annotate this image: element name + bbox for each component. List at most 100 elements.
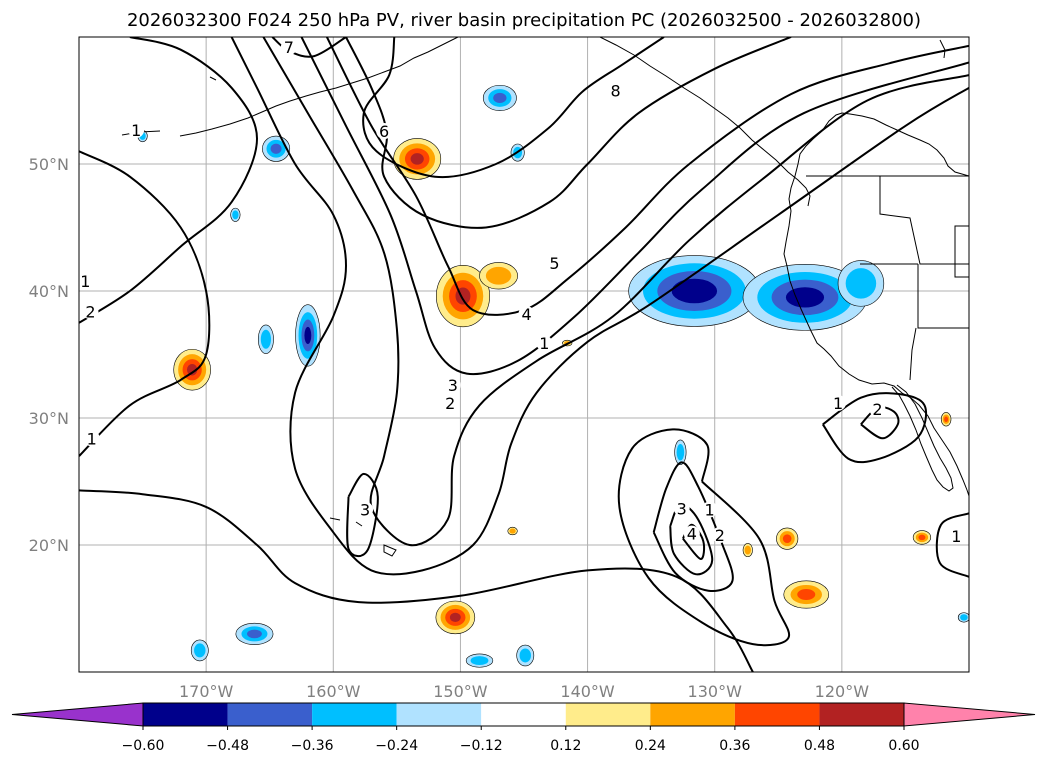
contour-label-halo (444, 377, 461, 394)
colorbar-frame (142, 702, 905, 727)
colorbar-label: −0.12 (460, 738, 503, 754)
precip-blob-level (304, 326, 312, 345)
contour-label-halo (442, 394, 459, 411)
colorbar-labels: −0.60 −0.48 −0.36 −0.24 −0.12 0.12 0.24 0.36 0.4… (122, 738, 920, 754)
x-tick-labels: 170°W 160°W 150°W 140°W 130°W 120°W (179, 682, 869, 701)
precip-blob-level (785, 287, 825, 308)
pv-contours (79, 37, 969, 672)
colorbar-extend-low (11, 702, 144, 727)
precip-blob-level (845, 268, 877, 299)
contour-label-halo (830, 394, 847, 411)
pv-contour-5 (326, 37, 969, 316)
pv-contour-4 (300, 37, 969, 376)
contour-label-halo (83, 430, 100, 447)
x-tick-label: 150°W (433, 682, 488, 701)
precip-blob-level (270, 143, 282, 154)
contour-label: 6 (379, 122, 389, 141)
y-tick-label: 50°N (29, 155, 69, 174)
pv-contour-3 (346, 472, 379, 558)
contour-label-halo (546, 255, 563, 272)
contour-label: 2 (445, 394, 455, 413)
contour-label: 3 (677, 499, 687, 518)
contour-label: 1 (131, 121, 141, 140)
precip-blob-level (410, 153, 424, 165)
map-background (79, 37, 969, 672)
contour-label: 5 (549, 254, 559, 273)
x-tick-label: 140°W (560, 682, 615, 701)
contour-label-halo (82, 303, 99, 320)
precip-blob-level (519, 648, 531, 663)
pv-contour-2 (230, 37, 969, 576)
contour-label-halo (711, 526, 728, 543)
colorbar-label: −0.36 (291, 738, 334, 754)
precip-blob-level (232, 210, 239, 220)
contour-label-halo (376, 123, 393, 140)
hawaii-islands (329, 517, 397, 557)
chart-title: 2026032300 F024 250 hPa PV, river basin … (127, 10, 921, 31)
contour-label-halo (280, 39, 297, 56)
pv-contour-8 (271, 37, 347, 58)
colorbar-label: 0.12 (550, 738, 581, 754)
precip-blob-level (247, 629, 262, 639)
coastline-alaska-panhandle (599, 37, 811, 207)
x-tick-label: 120°W (815, 682, 870, 701)
political-borders (806, 175, 969, 381)
pv-contour-1 (617, 428, 791, 647)
precip-blob-level (260, 329, 271, 349)
contour-label: 1 (539, 334, 549, 353)
pv-contour-3 (262, 37, 969, 547)
contour-label-halo (128, 121, 145, 138)
contour-label-halo (869, 401, 886, 418)
precip-blob-level (485, 266, 512, 285)
contour-label: 1 (87, 429, 97, 448)
precip-blob-level (944, 416, 949, 423)
pv-contour-2 (79, 37, 259, 324)
x-tick-label: 170°W (179, 682, 234, 701)
contour-label: 1 (80, 272, 90, 291)
coastline-north-america (783, 112, 969, 497)
contour-label-halo (948, 528, 965, 545)
colorbar-label: −0.48 (206, 738, 249, 754)
precip-blob-level (449, 612, 461, 622)
precip-blob-level (194, 643, 206, 658)
contour-label-halo (357, 501, 374, 518)
contour-label: 4 (687, 525, 697, 544)
precip-blob-level (671, 278, 718, 304)
colorbar-segment (143, 703, 228, 726)
pv-contour-1 (935, 512, 969, 578)
precip-blob-level (782, 534, 792, 543)
contour-label-halo (673, 500, 690, 517)
contour-label: 4 (521, 305, 531, 324)
precip-blob-level (470, 656, 489, 666)
colorbar-segment (650, 703, 735, 726)
colorbar-label: −0.60 (122, 738, 165, 754)
y-tick-label: 20°N (29, 536, 69, 555)
precip-blob-level (918, 534, 926, 541)
colorbar-segment (734, 703, 820, 726)
precip-blob-level (744, 545, 751, 555)
colorbar (11, 702, 1036, 730)
contour-label: 3 (448, 376, 458, 395)
colorbar-label: 0.48 (804, 738, 835, 754)
y-tick-label: 30°N (29, 409, 69, 428)
contour-label-halo (518, 305, 535, 322)
contour-label-halo (79, 272, 94, 289)
contour-label-halo (607, 82, 624, 99)
colorbar-label: 0.36 (719, 738, 750, 754)
pv-contour-1 (821, 392, 927, 464)
precip-blob-level (676, 444, 685, 461)
y-tick-label: 40°N (29, 282, 69, 301)
colorbar-segment (227, 703, 313, 726)
x-tick-label: 130°W (688, 682, 743, 701)
pv-contour-7 (362, 37, 665, 179)
colorbar-segment (481, 703, 566, 726)
contour-label: 8 (610, 81, 620, 100)
colorbar-segment (396, 703, 482, 726)
x-tick-label: 160°W (306, 682, 361, 701)
precip-blob-level (797, 589, 816, 601)
colorbar-extend-high (903, 702, 1036, 727)
pv-contour-1 (79, 150, 211, 457)
precip-blob-level (960, 614, 968, 621)
